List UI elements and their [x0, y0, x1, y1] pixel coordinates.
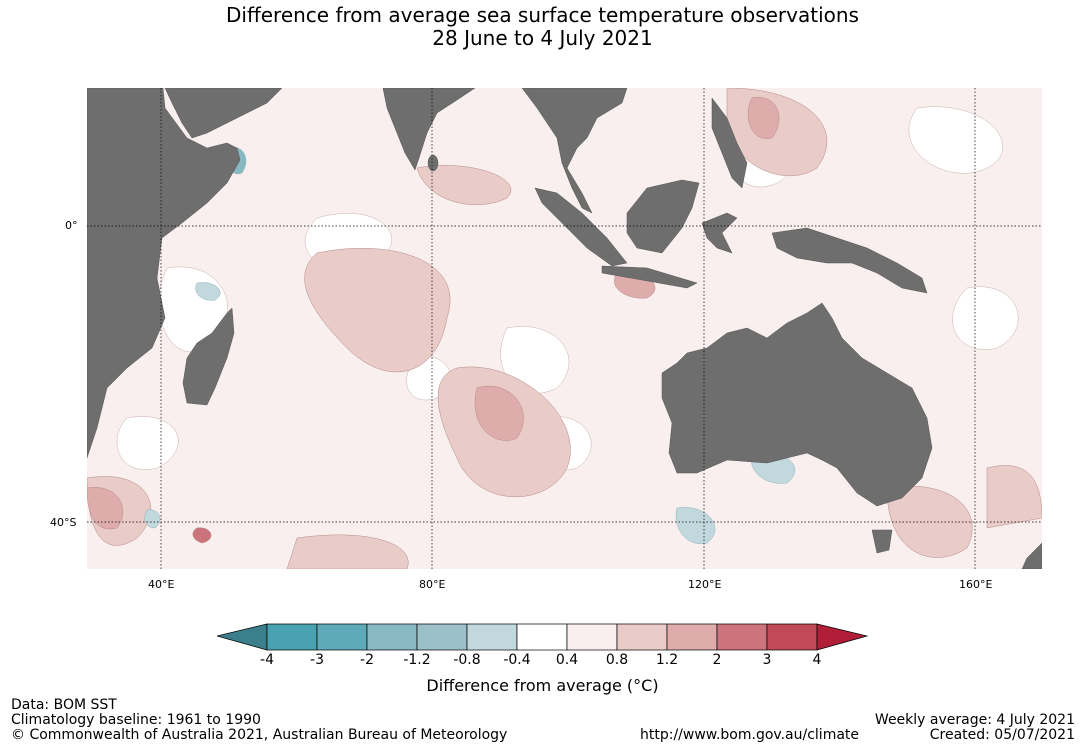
footer-baseline: Climatology baseline: 1961 to 1990: [11, 712, 261, 728]
colorbar-tick-label: -0.4: [503, 652, 531, 668]
lon-label-120e: 120°E: [688, 578, 722, 591]
colorbar-tick-label: 2: [712, 652, 722, 668]
graticule: [87, 88, 1042, 569]
lon-label-40e: 40°E: [148, 578, 175, 591]
colorbar-label: Difference from average (°C): [426, 676, 659, 695]
land-borneo: [626, 179, 700, 254]
footer-weekly-average: Weekly average: 4 July 2021: [874, 712, 1075, 728]
colorbar-segment: [516, 623, 568, 651]
land-new-guinea: [771, 227, 928, 294]
land-philippines: [711, 97, 748, 189]
colorbar-segment: [666, 623, 718, 651]
colorbar-tick-label: -3: [310, 652, 324, 668]
land-arabia: [164, 88, 283, 139]
colorbar: [217, 623, 869, 651]
land-india: [382, 88, 476, 171]
colorbar-tick-label: 0.4: [555, 652, 579, 668]
land-southeast-asia: [521, 88, 628, 214]
footer-created: Created: 05/07/2021: [929, 727, 1075, 743]
colorbar-tick-label: -4: [260, 652, 274, 668]
colorbar-segment: [316, 623, 368, 651]
warm-anomaly-areas: [87, 88, 1042, 569]
footer-copyright: © Commonwealth of Australia 2021, Austra…: [11, 727, 508, 743]
colorbar-tick-label: -0.8: [453, 652, 481, 668]
land-australia: [661, 302, 933, 507]
land-new-zealand: [1021, 542, 1042, 569]
colorbar-segment: [716, 623, 768, 651]
land-java: [601, 265, 698, 289]
lon-label-160e: 160°E: [959, 578, 993, 591]
colorbar-segment: [466, 623, 518, 651]
colorbar-segment: [766, 623, 818, 651]
land-sumatra: [534, 187, 628, 267]
land-masses: [87, 88, 1042, 569]
colorbar-tick-label: 0.8: [605, 652, 629, 668]
land-sulawesi: [701, 212, 738, 254]
sst-anomaly-map: [87, 88, 1042, 569]
land-africa: [87, 88, 241, 459]
colorbar-tick-label: 4: [812, 652, 822, 668]
land-tasmania: [871, 529, 893, 554]
title-line-2: 28 June to 4 July 2021: [432, 26, 653, 50]
colorbar-tick-label: 3: [762, 652, 772, 668]
land-madagascar: [182, 307, 235, 406]
colorbar-segment: [366, 623, 418, 651]
colorbar-tick-label: -2: [360, 652, 374, 668]
title-line-1: Difference from average sea surface temp…: [226, 3, 859, 27]
footer-url[interactable]: http://www.bom.gov.au/climate: [640, 727, 860, 743]
land-sri-lanka: [427, 154, 439, 172]
lat-label-40s: 40°S: [50, 516, 77, 529]
footer-data-source: Data: BOM SST: [11, 697, 117, 713]
colorbar-extend-high: [816, 623, 869, 651]
colorbar-tick-label: -1.2: [403, 652, 431, 668]
colorbar-segment: [616, 623, 668, 651]
colorbar-extend-low: [217, 623, 268, 651]
colorbar-tick-label: 1.2: [655, 652, 679, 668]
lat-label-0: 0°: [65, 219, 78, 232]
colorbar-segment: [266, 623, 318, 651]
lon-label-80e: 80°E: [419, 578, 446, 591]
colorbar-segment: [566, 623, 618, 651]
colorbar-segment: [416, 623, 468, 651]
